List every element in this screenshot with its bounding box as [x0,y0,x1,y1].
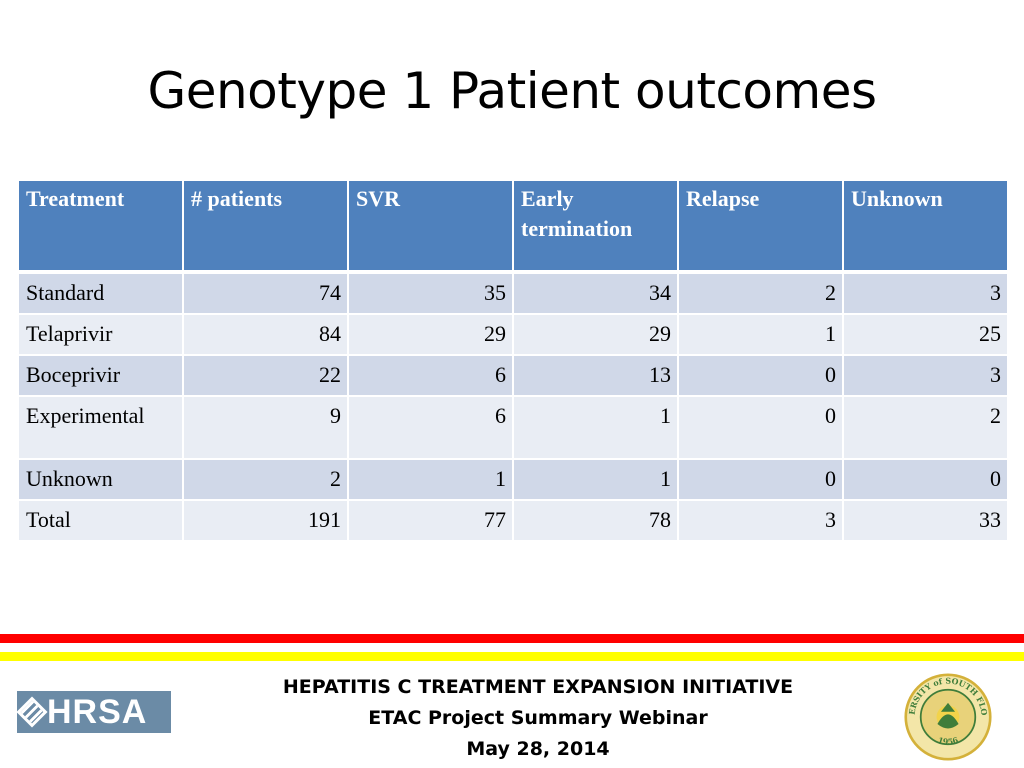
yellow-divider-bar [0,652,1024,661]
cell-svr: 35 [347,271,514,315]
svg-text:1956: 1956 [937,736,960,747]
table-row: Unknown 2 1 1 0 0 [17,458,1009,501]
cell-patients: 2 [182,458,349,501]
cell-relapse: 0 [677,395,844,460]
table-row: Boceprivir 22 6 13 0 3 [17,354,1009,397]
table-row: Standard 74 35 34 2 3 [17,271,1009,315]
cell-patients: 9 [182,395,349,460]
patient-outcomes-table: Treatment # patients SVR Early terminati… [17,179,1009,542]
table-header-row: Treatment # patients SVR Early terminati… [17,179,1009,274]
cell-patients: 74 [182,271,349,315]
header-treatment: Treatment [17,179,184,274]
footer-date: May 28, 2014 [466,738,610,760]
cell-treatment: Experimental [17,395,184,460]
usf-seal-year: 1956 [937,736,960,747]
cell-patients: 84 [182,313,349,356]
cell-unknown: 3 [842,354,1009,397]
hrsa-emblem-icon [16,696,48,728]
cell-patients: 191 [182,499,349,542]
cell-unknown: 25 [842,313,1009,356]
header-early-termination: Early termination [512,179,679,274]
cell-early-termination: 1 [512,395,679,460]
header-relapse: Relapse [677,179,844,274]
cell-unknown: 0 [842,458,1009,501]
cell-early-termination: 13 [512,354,679,397]
cell-svr: 6 [347,354,514,397]
cell-unknown: 33 [842,499,1009,542]
cell-unknown: 2 [842,395,1009,460]
header-unknown: Unknown [842,179,1009,274]
cell-treatment: Total [17,499,184,542]
cell-svr: 1 [347,458,514,501]
cell-early-termination: 1 [512,458,679,501]
cell-relapse: 0 [677,354,844,397]
cell-relapse: 0 [677,458,844,501]
footer-webinar: ETAC Project Summary Webinar [368,707,708,729]
cell-relapse: 2 [677,271,844,315]
cell-relapse: 1 [677,313,844,356]
cell-svr: 6 [347,395,514,460]
slide-title: Genotype 1 Patient outcomes [147,62,877,120]
hrsa-logo-text: HRSA [47,692,148,731]
cell-patients: 22 [182,354,349,397]
cell-unknown: 3 [842,271,1009,315]
cell-treatment: Boceprivir [17,354,184,397]
table-row: Experimental 9 6 1 0 2 [17,395,1009,460]
hrsa-logo: HRSA [16,691,171,733]
table-row: Telaprivir 84 29 29 1 25 [17,313,1009,356]
cell-treatment: Telaprivir [17,313,184,356]
cell-treatment: Standard [17,271,184,315]
cell-early-termination: 34 [512,271,679,315]
cell-early-termination: 29 [512,313,679,356]
header-svr: SVR [347,179,514,274]
usf-seal-icon: UNIVERSITY of SOUTH FLORIDA 1956 [904,673,992,761]
cell-svr: 29 [347,313,514,356]
header-patients: # patients [182,179,349,274]
cell-early-termination: 78 [512,499,679,542]
footer-text: HEPATITIS C TREATMENT EXPANSION INITIATI… [262,672,814,765]
cell-relapse: 3 [677,499,844,542]
table-row-total: Total 191 77 78 3 33 [17,499,1009,542]
red-divider-bar [0,634,1024,643]
cell-svr: 77 [347,499,514,542]
cell-treatment: Unknown [17,458,184,501]
footer-initiative: HEPATITIS C TREATMENT EXPANSION INITIATI… [282,676,794,698]
